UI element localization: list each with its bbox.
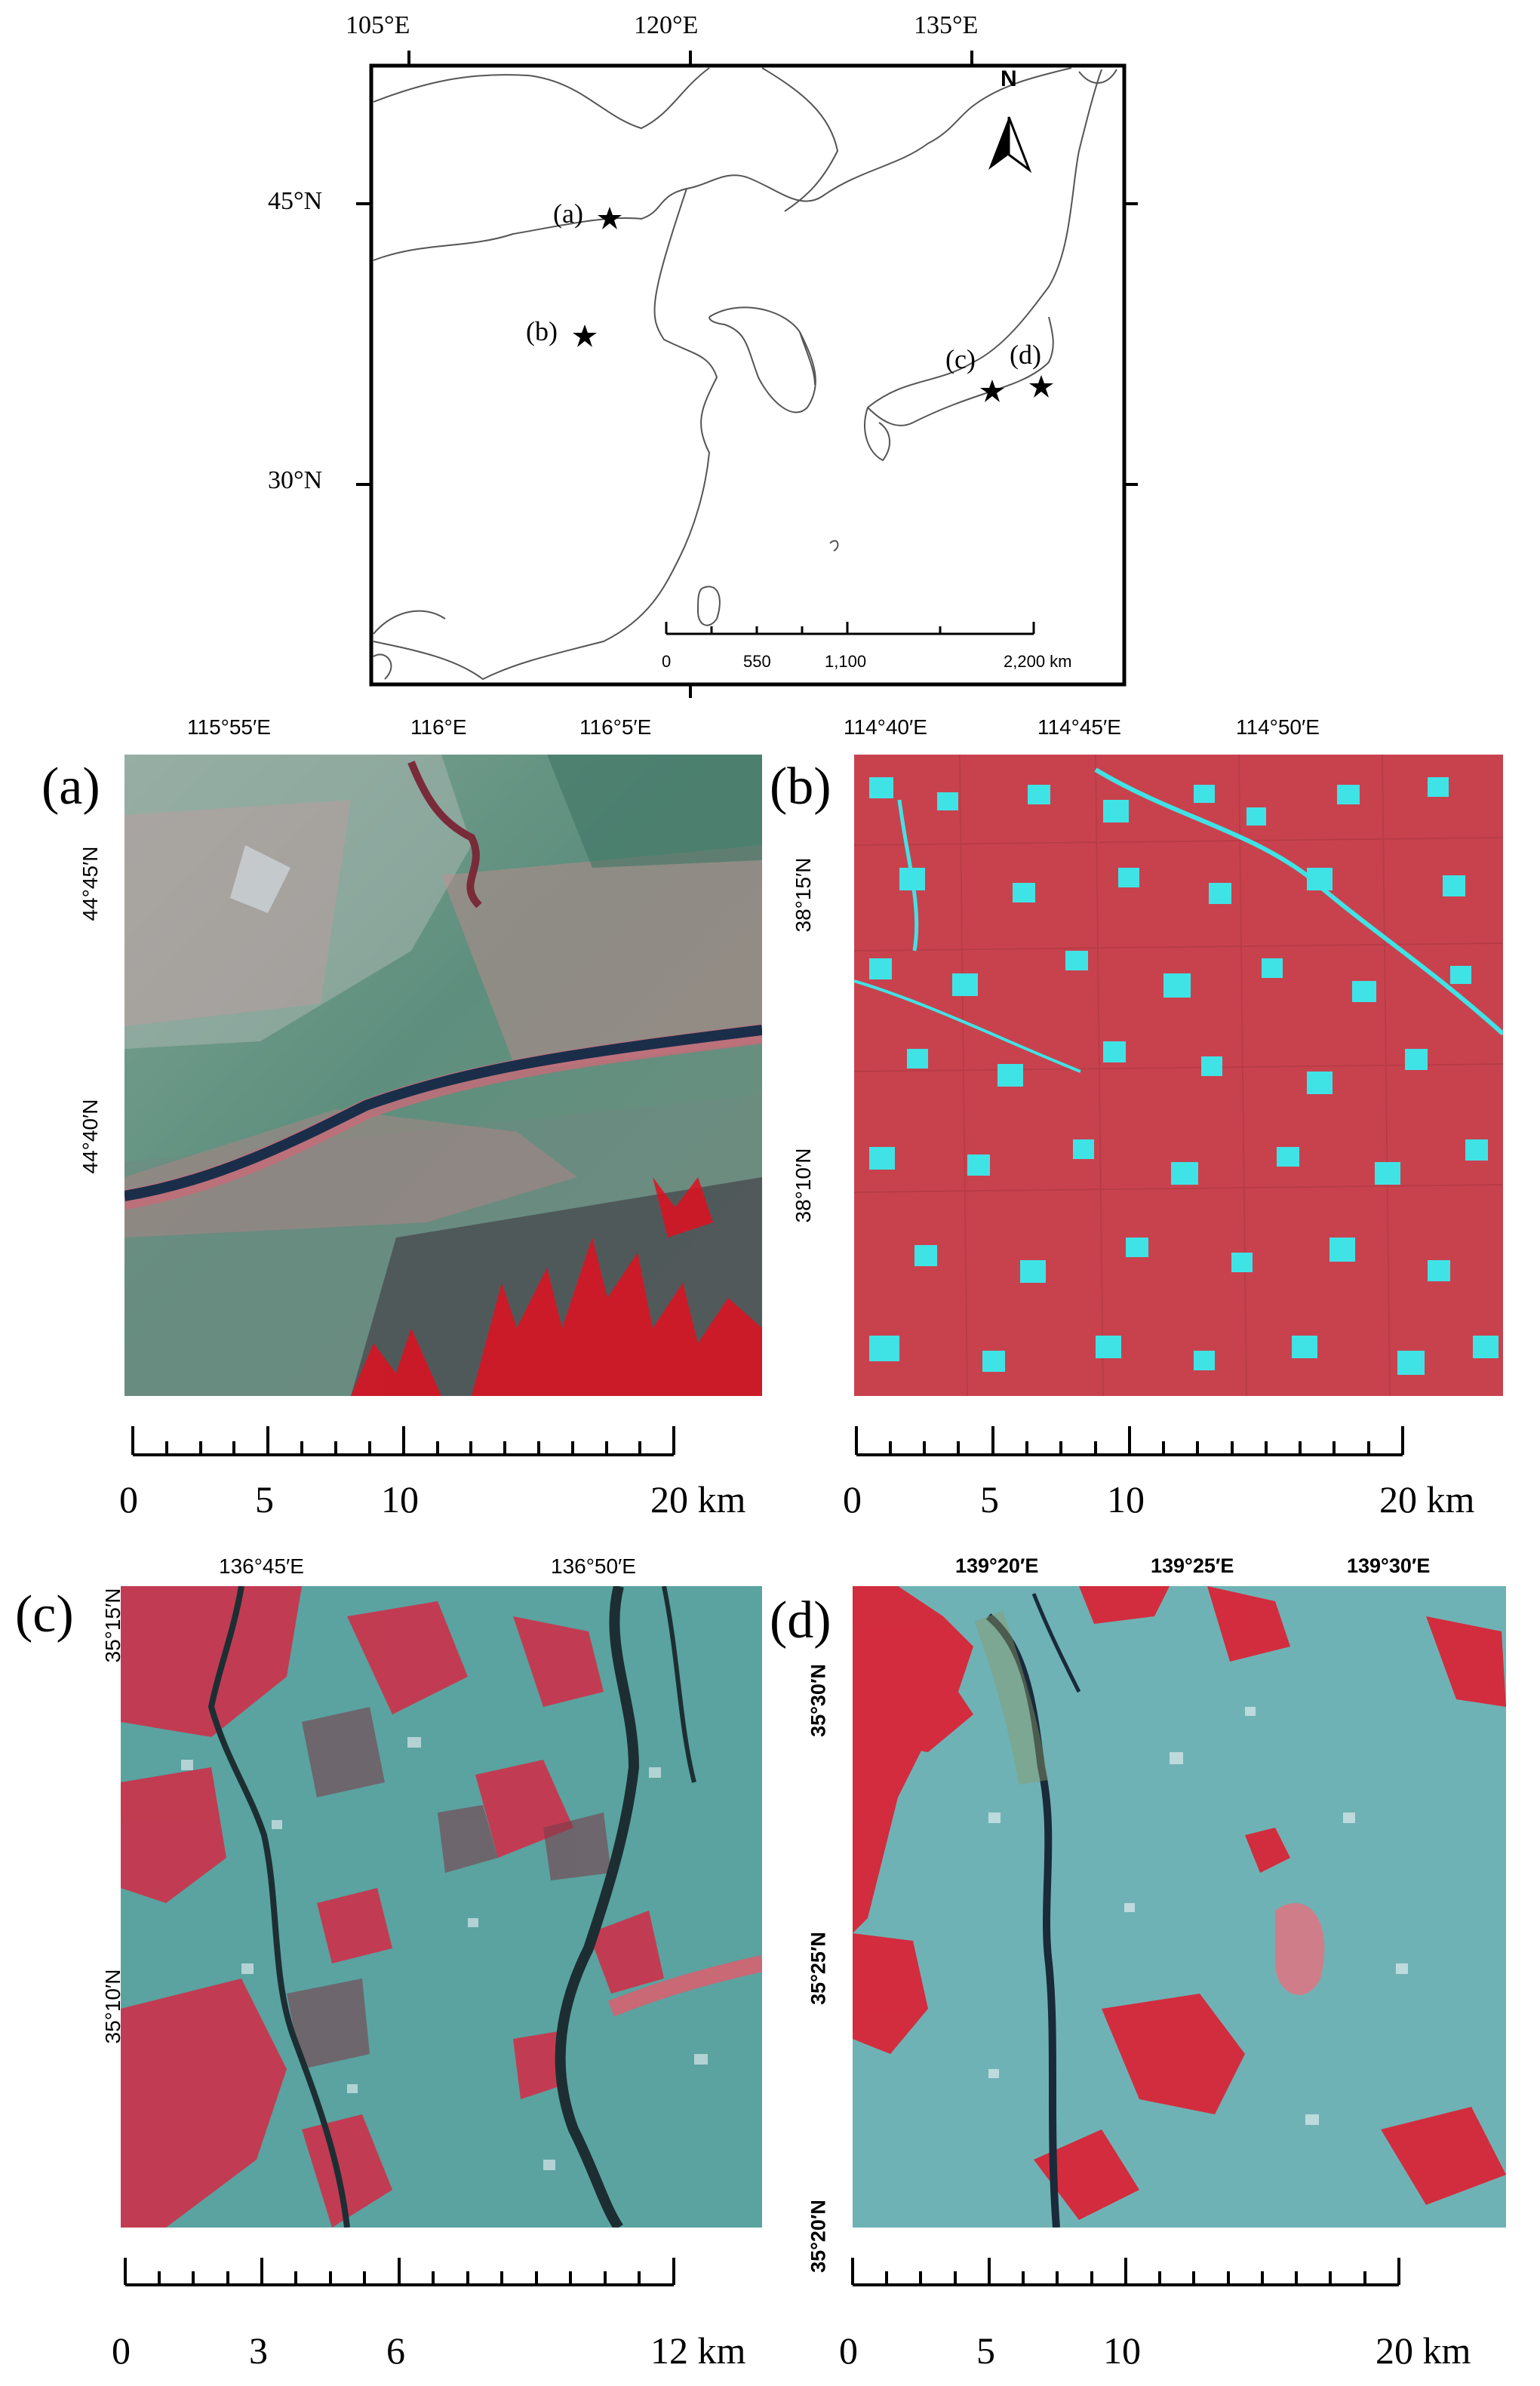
panel-d-scale-20: 20 km: [1376, 2329, 1471, 2372]
panel-a-lat-1: 44°45′N: [78, 846, 102, 921]
panel-d-scale-10: 10: [1103, 2329, 1141, 2372]
panel-a-scale-5: 5: [255, 1478, 274, 1520]
site-label-a: (a): [553, 198, 583, 229]
site-label-d: (d): [1010, 340, 1041, 370]
panel-a: 115°55′E 116°E 116°5′E 44°45′N 44°40′N (…: [0, 702, 770, 1547]
panel-b-scale-20: 20 km: [1379, 1478, 1475, 1520]
panel-b: 114°40′E 114°45′E 114°50′E 38°15′N 38°10…: [770, 702, 1540, 1547]
panel-a-image: [124, 755, 762, 1396]
panel-b-lon-3: 114°50′E: [1236, 715, 1320, 739]
north-arrow-icon: [988, 116, 1032, 174]
overview-scale-2200: 2,200 km: [1004, 652, 1072, 671]
panel-d-lon-1: 139°20′E: [955, 1554, 1039, 1577]
panel-d-scale-bar: [851, 2258, 1400, 2286]
panel-b-scale-bar: [855, 1426, 1404, 1456]
panel-d-image: [853, 1586, 1506, 2228]
panel-a-lat-2: 44°40′N: [78, 1099, 102, 1174]
panel-a-scale-bar: [131, 1426, 675, 1456]
panel-a-scale-0: 0: [119, 1478, 138, 1520]
lon-label-120: 120°E: [634, 11, 699, 39]
panel-a-scale-10: 10: [381, 1478, 419, 1520]
panel-b-lat-1: 38°15′N: [792, 857, 815, 933]
lon-label-105: 105°E: [346, 11, 410, 39]
panel-b-scale-5: 5: [980, 1478, 999, 1520]
panel-c-scale-6: 6: [386, 2329, 405, 2372]
panel-d-lat-2: 35°25′N: [807, 1932, 830, 2005]
overview-scale-0: 0: [662, 652, 672, 671]
site-label-c: (c): [945, 344, 976, 374]
site-label-b: (b): [526, 316, 558, 346]
overview-scale-1100: 1,100: [825, 652, 867, 671]
lon-label-135: 135°E: [914, 11, 979, 39]
panel-a-label: (a): [41, 758, 100, 816]
north-label: N: [1001, 66, 1017, 91]
panel-a-lon-1: 115°55′E: [187, 715, 271, 739]
overview-map-frame: [356, 51, 1138, 698]
panel-b-settlement-patches: [869, 777, 1499, 1375]
panel-c-scale-12: 12 km: [650, 2329, 746, 2372]
panel-c-lon-1: 136°45′E: [219, 1554, 304, 1578]
panel-d-lat-1: 35°30′N: [807, 1664, 830, 1737]
panel-a-lon-2: 116°E: [410, 715, 467, 739]
lat-label-30: 30°N: [268, 466, 323, 494]
panel-c-image: [121, 1586, 762, 2228]
panel-d-lon-2: 139°25′E: [1151, 1554, 1234, 1577]
panel-c-lon-2: 136°50′E: [551, 1554, 636, 1578]
overview-map: 105°E 120°E 135°E 45°N 30°N: [0, 0, 1540, 702]
panel-b-image: [854, 755, 1503, 1396]
panel-b-lon-1: 114°40′E: [844, 715, 927, 739]
panel-d-label: (d): [770, 1591, 831, 1650]
site-markers: [573, 207, 1053, 402]
panel-c-label: (c): [15, 1585, 74, 1643]
panel-c-scale-3: 3: [249, 2329, 268, 2372]
overview-scale-bar: [665, 622, 1035, 635]
panel-c-scale-bar: [124, 2258, 675, 2286]
lat-label-45: 45°N: [268, 187, 323, 215]
panel-a-scale-20: 20 km: [650, 1478, 746, 1520]
panel-b-scale-10: 10: [1107, 1478, 1145, 1520]
panel-b-label: (b): [770, 758, 831, 816]
panel-d: 139°20′E 139°25′E 139°30′E 35°30′N 35°25…: [770, 1547, 1540, 2386]
panel-b-scale-0: 0: [843, 1478, 862, 1520]
overview-scale-550: 550: [743, 652, 771, 671]
panel-b-lon-2: 114°45′E: [1037, 715, 1121, 739]
panel-c-scale-0: 0: [112, 2329, 131, 2372]
panel-b-lat-2: 38°10′N: [792, 1148, 815, 1223]
panel-d-scale-5: 5: [976, 2329, 995, 2372]
panel-d-scale-0: 0: [839, 2329, 858, 2372]
panel-d-lon-3: 139°30′E: [1347, 1554, 1431, 1577]
panel-a-lon-3: 116°5′E: [579, 715, 652, 739]
panel-c: 136°45′E 136°50′E 35°15′N 35°10′N (c): [0, 1547, 770, 2386]
